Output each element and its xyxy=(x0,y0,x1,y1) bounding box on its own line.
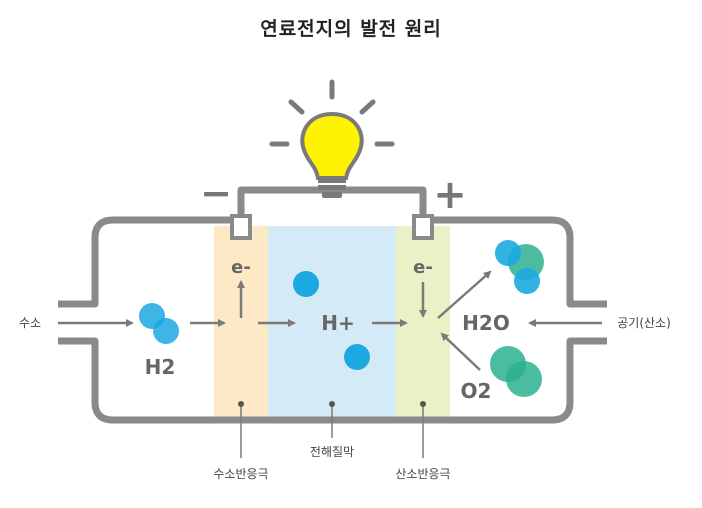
oxygen-to-cathode-arrow xyxy=(440,332,481,371)
positive-sign: + xyxy=(433,172,467,218)
h-plus-label: H+ xyxy=(321,311,355,335)
hydrogen-molecule xyxy=(139,303,179,344)
oxygen-molecule xyxy=(490,346,542,397)
cathode-leader-dot xyxy=(420,401,426,407)
page-title: 연료전지의 발전 원리 xyxy=(260,18,442,40)
air-input-label: 공기(산소) xyxy=(617,316,671,330)
electrolyte-leader-dot xyxy=(329,401,335,407)
electrolyte-label: 전해질막 xyxy=(310,445,354,459)
h2o-label: H2O xyxy=(462,311,510,335)
hydrogen-ion xyxy=(344,344,370,370)
cathode-terminal xyxy=(412,214,434,240)
o2-label: O2 xyxy=(461,379,492,403)
anode-electron-label: e- xyxy=(231,257,251,278)
cathode-electron-label: e- xyxy=(413,257,433,278)
hydrogen-ion xyxy=(293,271,319,297)
water-molecule xyxy=(495,240,544,294)
anode-label: 수소반응극 xyxy=(213,467,268,481)
negative-sign: − xyxy=(200,171,232,215)
anode-leader-dot xyxy=(238,401,244,407)
h2-label: H2 xyxy=(145,355,176,379)
to-water-arrow xyxy=(437,270,492,319)
cathode-label: 산소반응극 xyxy=(395,467,450,481)
light-bulb-icon xyxy=(269,79,395,198)
anode-terminal xyxy=(230,214,252,240)
hydrogen-input-label: 수소 xyxy=(19,316,41,330)
